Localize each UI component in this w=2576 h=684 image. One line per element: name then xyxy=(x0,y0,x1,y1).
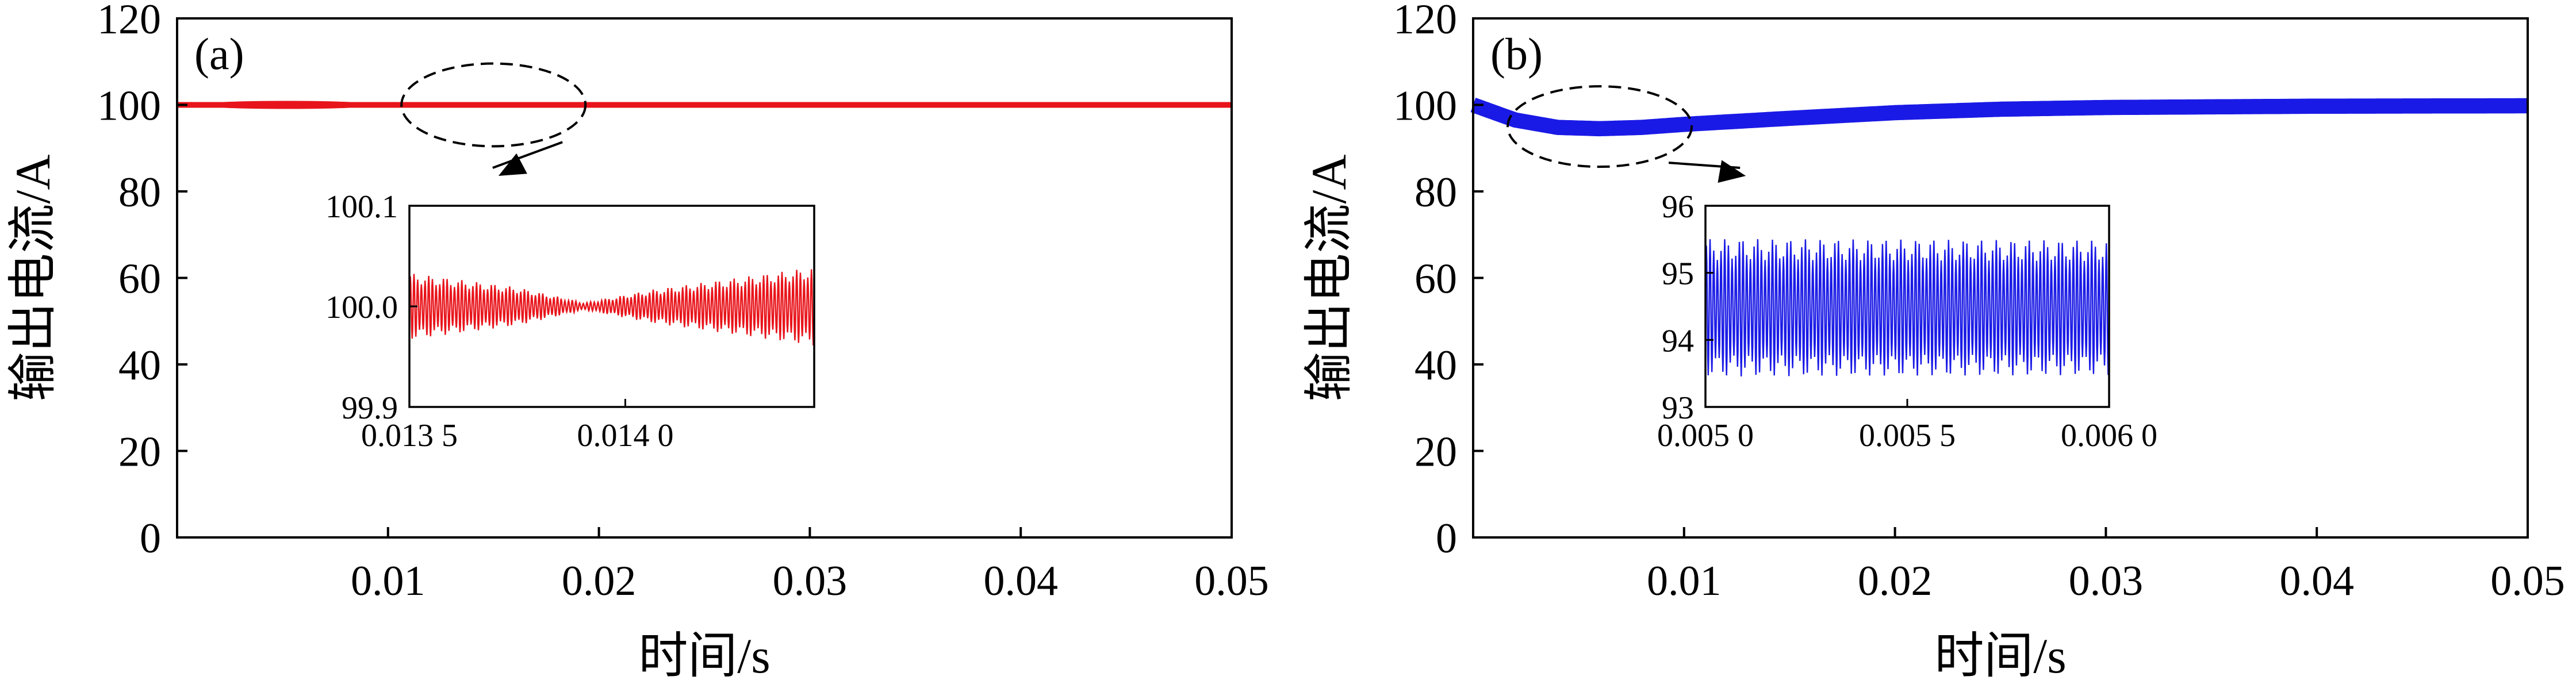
chart-panel-b: 0 20 40 60 80 100 120 0.01 0.02 0.03 0.04 0.05 时间/s 输… xyxy=(1301,0,2565,683)
inset-x-tick-label: 0.014 0 xyxy=(577,418,673,454)
x-tick-label: 0.04 xyxy=(2279,558,2354,605)
zoom-arrow-head xyxy=(1718,160,1746,183)
x-tick-label: 0.01 xyxy=(1647,558,1722,605)
y-tick-label: 120 xyxy=(97,0,161,43)
y-tick-label: 0 xyxy=(140,515,161,562)
inset-y-tick-label: 94 xyxy=(1662,323,1694,359)
inset-series-line xyxy=(408,269,815,345)
x-axis-label: 时间/s xyxy=(1934,628,2066,683)
y-axis-label: 输出电流/A xyxy=(5,155,60,402)
main-series-line xyxy=(1468,97,2533,137)
zoom-ellipse xyxy=(1506,85,1693,168)
inset-y-tick-label: 100.0 xyxy=(325,290,398,325)
inset-y-tick-label: 100.1 xyxy=(325,189,398,225)
x-tick-label: 0.04 xyxy=(983,558,1058,605)
y-tick-label: 60 xyxy=(1414,256,1457,303)
x-tick-label: 0.05 xyxy=(1194,558,1269,605)
y-tick-label: 60 xyxy=(118,256,161,303)
inset-x-tick-label: 0.013 5 xyxy=(361,418,458,454)
y-tick-label: 80 xyxy=(1414,169,1457,216)
inset-x-tick-label: 0.006 0 xyxy=(2061,418,2157,454)
y-tick-label: 100 xyxy=(97,83,161,130)
x-tick-label: 0.02 xyxy=(1858,558,1933,605)
zoom-arrow-head xyxy=(498,153,527,176)
panel-label: (b) xyxy=(1490,29,1543,79)
zoom-arrow-shaft xyxy=(492,141,563,169)
inset-x-tick-label: 0.005 5 xyxy=(1859,418,1956,454)
panel-label: (a) xyxy=(194,29,244,79)
inset-y-tick-label: 93 xyxy=(1662,390,1694,426)
main-series-ripple-bulge xyxy=(197,101,377,109)
x-axis-label: 时间/s xyxy=(638,628,770,683)
inset-y-tick-label: 95 xyxy=(1662,256,1694,292)
y-tick-label: 100 xyxy=(1393,83,1457,130)
x-tick-label: 0.05 xyxy=(2490,558,2565,605)
x-tick-label: 0.03 xyxy=(2069,558,2144,605)
chart-panel-a: 0 20 40 60 80 100 120 0.01 0.02 0.03 0.04 0.05 时间/s 输… xyxy=(5,0,1269,683)
y-tick-label: 20 xyxy=(118,429,161,476)
inset-series-line xyxy=(1704,239,2110,376)
y-tick-label: 20 xyxy=(1414,429,1457,476)
x-tick-label: 0.02 xyxy=(562,558,637,605)
y-tick-label: 40 xyxy=(1414,342,1457,389)
y-tick-label: 80 xyxy=(118,169,161,216)
y-tick-label: 120 xyxy=(1393,0,1457,43)
x-tick-label: 0.01 xyxy=(351,558,425,605)
y-tick-label: 0 xyxy=(1436,515,1457,562)
x-tick-label: 0.03 xyxy=(773,558,848,605)
y-tick-label: 40 xyxy=(118,342,161,389)
inset-y-tick-label: 96 xyxy=(1662,189,1694,225)
y-axis-label: 输出电流/A xyxy=(1301,155,1356,402)
zoom-ellipse xyxy=(400,62,587,148)
inset-x-tick-label: 0.005 0 xyxy=(1657,418,1754,454)
inset-y-tick-label: 99.9 xyxy=(342,390,398,426)
